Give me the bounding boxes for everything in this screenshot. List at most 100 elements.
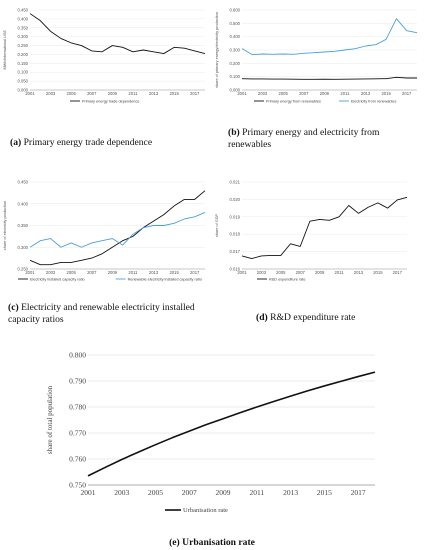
x-tick-label: 2009 bbox=[108, 270, 118, 275]
y-tick-label: 0.250 bbox=[18, 267, 29, 272]
chart-d-svg: 0.016 0.017 0.018 0.019 0.020 0.021 2001 2003 20… bbox=[215, 180, 408, 281]
y-tick-label: 0.500 bbox=[230, 21, 241, 26]
x-tick-label: 2005 bbox=[276, 270, 286, 275]
chart-e: 0.750 0.760 0.770 0.780 0.790 0.800 2001 2003 20… bbox=[40, 340, 390, 520]
chart-a-svg: 0.000 0.050 0.100 0.150 0.200 0.250 0.300 0.350… bbox=[3, 8, 206, 103]
legend-label: Primary energy from renewables bbox=[266, 99, 321, 103]
y-tick-label: 0.050 bbox=[18, 79, 29, 84]
series-line bbox=[241, 76, 417, 80]
x-tick-label: 2003 bbox=[46, 91, 56, 96]
y-axis-label: MWh/international US$ bbox=[3, 30, 7, 70]
y-tick-label: 0.300 bbox=[18, 245, 29, 250]
x-tick-label: 2017 bbox=[402, 91, 412, 96]
y-tick-label: 0.100 bbox=[18, 70, 29, 75]
series-line bbox=[29, 13, 206, 55]
legend-label: R&D expenditure rate bbox=[269, 277, 306, 281]
series-line bbox=[29, 212, 206, 248]
x-tick-label: 2007 bbox=[87, 91, 97, 96]
caption-d: (d) R&D expenditure rate bbox=[256, 312, 416, 324]
y-tick-label: 0.016 bbox=[230, 267, 241, 272]
caption-a: (a) Primary energy trade dependence bbox=[10, 137, 210, 149]
x-tick-label: 2007 bbox=[299, 91, 309, 96]
x-tick-label: 2009 bbox=[216, 488, 231, 497]
y-tick-label: 0.000 bbox=[18, 88, 29, 93]
legend-label: Electricity installed capacity ratio bbox=[30, 277, 85, 281]
series-line bbox=[29, 190, 206, 266]
caption-e-text: Urbanisation rate bbox=[182, 537, 255, 548]
x-tick-label: 2003 bbox=[258, 91, 268, 96]
x-tick-label: 2013 bbox=[361, 91, 371, 96]
y-tick-label: 0.400 bbox=[18, 16, 29, 21]
x-tick-label: 2011 bbox=[128, 270, 138, 275]
legend-label: Primary energy trade dependence bbox=[82, 99, 139, 103]
x-tick-label: 2015 bbox=[169, 270, 179, 275]
caption-a-text: Primary energy trade dependence bbox=[23, 137, 153, 148]
y-tick-label: 0.400 bbox=[230, 34, 241, 39]
x-tick-label: 2003 bbox=[46, 270, 56, 275]
x-tick-label: 2013 bbox=[149, 270, 159, 275]
x-tick-label: 2015 bbox=[373, 270, 383, 275]
x-tick-label: 2005 bbox=[279, 91, 289, 96]
caption-c: (c) Electricity and renewable electricit… bbox=[8, 302, 208, 326]
y-tick-label: 0.000 bbox=[230, 88, 241, 93]
y-tick-label: 0.450 bbox=[18, 180, 29, 185]
x-tick-label: 2005 bbox=[67, 91, 77, 96]
chart-a: 0.000 0.050 0.100 0.150 0.200 0.250 0.300 0.350… bbox=[0, 0, 212, 110]
x-tick-label: 2011 bbox=[340, 91, 350, 96]
y-axis-label: share of GDP bbox=[215, 214, 219, 237]
y-tick-label: 0.100 bbox=[230, 74, 241, 79]
y-tick-label: 0.021 bbox=[230, 180, 241, 185]
y-tick-label: 0.018 bbox=[230, 232, 241, 237]
x-tick-label: 2017 bbox=[190, 91, 200, 96]
y-tick-label: 0.300 bbox=[230, 48, 241, 53]
chart-d: 0.016 0.017 0.018 0.019 0.020 0.021 2001 2003 20… bbox=[212, 174, 424, 294]
x-tick-label: 2015 bbox=[169, 91, 179, 96]
chart-c: 0.250 0.300 0.350 0.400 0.450 2001 2003 2005 200… bbox=[0, 174, 212, 294]
caption-e-label: (e) bbox=[169, 537, 180, 548]
x-tick-label: 2013 bbox=[149, 91, 159, 96]
x-tick-label: 2011 bbox=[128, 91, 138, 96]
y-tick-label: 0.450 bbox=[18, 8, 29, 13]
x-tick-label: 2001 bbox=[81, 488, 96, 497]
series-line bbox=[241, 196, 408, 260]
y-tick-label: 0.250 bbox=[18, 43, 29, 48]
x-tick-label: 2017 bbox=[393, 270, 403, 275]
x-tick-label: 2005 bbox=[148, 488, 163, 497]
caption-b-label: (b) bbox=[228, 127, 240, 138]
x-tick-label: 2007 bbox=[182, 488, 197, 497]
x-tick-label: 2009 bbox=[315, 270, 325, 275]
y-axis-label: share of primary energy/electricity prod… bbox=[215, 12, 219, 88]
legend-label: Electricity from renewables bbox=[351, 99, 396, 103]
x-tick-label: 2007 bbox=[296, 270, 306, 275]
y-axis-label: share of electricity production bbox=[3, 201, 7, 250]
y-tick-label: 0.300 bbox=[18, 34, 29, 39]
y-tick-label: 0.200 bbox=[18, 52, 29, 57]
y-tick-label: 0.780 bbox=[69, 403, 86, 412]
caption-c-text: Electricity and renewable electricity in… bbox=[8, 302, 195, 325]
y-tick-label: 0.760 bbox=[69, 455, 86, 464]
caption-a-label: (a) bbox=[10, 137, 22, 148]
y-tick-label: 0.800 bbox=[69, 351, 86, 360]
x-tick-label: 2015 bbox=[381, 91, 391, 96]
y-tick-label: 0.017 bbox=[230, 249, 241, 254]
y-tick-label: 0.350 bbox=[18, 25, 29, 30]
chart-e-svg: 0.750 0.760 0.770 0.780 0.790 0.800 2001 2003 20… bbox=[46, 351, 376, 514]
chart-b-svg: 0.000 0.100 0.200 0.300 0.400 0.500 0.600 2001 2… bbox=[215, 8, 418, 103]
x-tick-label: 2003 bbox=[257, 270, 267, 275]
x-tick-label: 2011 bbox=[249, 488, 264, 497]
y-tick-label: 0.200 bbox=[230, 61, 241, 66]
legend-label: Renewable electricity installed capacity… bbox=[128, 277, 202, 281]
x-tick-label: 2013 bbox=[283, 488, 298, 497]
y-tick-label: 0.750 bbox=[69, 481, 86, 490]
x-tick-label: 2001 bbox=[237, 270, 247, 275]
x-tick-label: 2001 bbox=[237, 91, 247, 96]
x-tick-label: 2005 bbox=[67, 270, 77, 275]
chart-c-svg: 0.250 0.300 0.350 0.400 0.450 2001 2003 2005 200… bbox=[3, 180, 206, 281]
x-tick-label: 2007 bbox=[87, 270, 97, 275]
x-tick-label: 2001 bbox=[25, 91, 35, 96]
y-tick-label: 0.150 bbox=[18, 61, 29, 66]
caption-b: (b) Primary energy and electricity from … bbox=[228, 127, 418, 151]
y-tick-label: 0.770 bbox=[69, 429, 86, 438]
caption-d-label: (d) bbox=[256, 312, 268, 323]
x-tick-label: 2009 bbox=[108, 91, 118, 96]
